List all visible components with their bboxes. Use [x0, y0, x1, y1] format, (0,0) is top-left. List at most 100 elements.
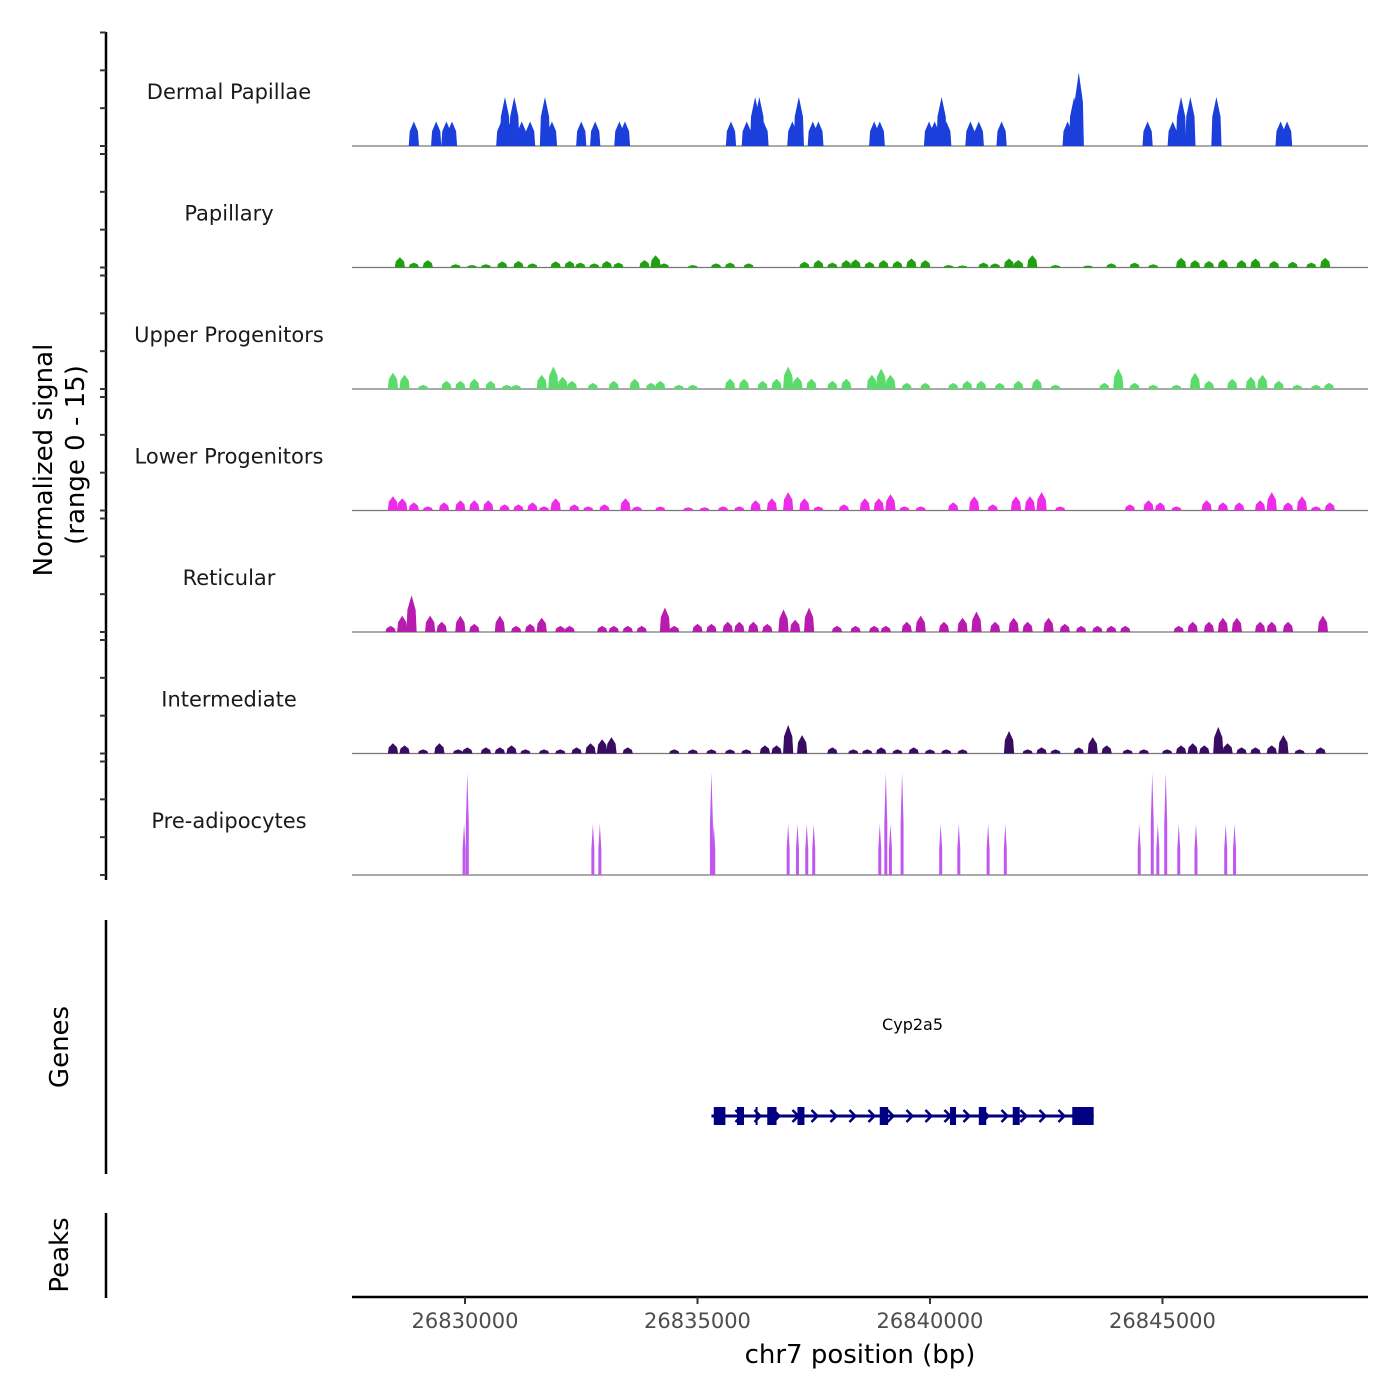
track-label: Dermal Papillae — [147, 80, 311, 104]
signal-peak — [536, 617, 547, 632]
signal-peak — [864, 261, 875, 268]
signal-peak — [874, 121, 885, 146]
signal-peak — [548, 366, 559, 389]
track-reticular: Reticular — [183, 566, 1368, 633]
signal-peak — [462, 747, 473, 754]
signal-peak — [1177, 823, 1181, 875]
x-tick-label: 26835000 — [644, 1309, 751, 1333]
gene-exon — [755, 1107, 758, 1125]
signal-peak — [941, 121, 952, 146]
signal-peak — [1148, 384, 1159, 389]
signal-peak — [1189, 372, 1201, 389]
signal-peak — [639, 260, 650, 268]
signal-peak — [506, 745, 517, 754]
signal-peak — [1236, 260, 1247, 268]
signal-peak — [962, 380, 973, 389]
signal-peak — [497, 261, 508, 268]
signal-peak — [1282, 502, 1294, 511]
signal-peak — [848, 749, 859, 754]
signal-peak — [499, 504, 510, 511]
signal-peak — [750, 500, 761, 511]
signal-peak — [987, 504, 998, 511]
signal-peak — [920, 382, 931, 389]
signal-peak — [783, 724, 794, 754]
strand-arrow-icon — [829, 1109, 839, 1123]
signal-peak — [397, 615, 408, 632]
signal-peak — [397, 498, 408, 511]
signal-peak — [524, 623, 536, 632]
gene-track: Cyp2a5 — [711, 1015, 1094, 1125]
signal-peak — [880, 625, 891, 632]
signal-peak — [1281, 121, 1293, 146]
signal-peak — [1173, 625, 1184, 632]
signal-peak — [583, 506, 594, 511]
signal-peak — [1138, 749, 1149, 754]
signal-tracks: Dermal Papillae Papillary Upper Progenitor… — [134, 72, 1368, 876]
signal-peak — [831, 625, 843, 632]
strand-arrow-icon — [886, 1109, 896, 1123]
signal-peak — [1211, 96, 1222, 146]
track-upper-progenitors: Upper Progenitors — [134, 323, 1368, 390]
signal-peak — [601, 260, 612, 268]
signal-peak — [550, 498, 561, 511]
signal-peak — [669, 749, 680, 754]
track-label: Pre-adipocytes — [151, 809, 306, 833]
signal-peak — [1310, 384, 1322, 389]
signal-peak — [557, 376, 568, 389]
signal-peak — [511, 625, 522, 632]
signal-peak — [1043, 617, 1054, 632]
signal-peak — [408, 262, 419, 268]
signal-peak — [620, 498, 631, 511]
signal-peak — [1073, 747, 1084, 754]
signal-peak — [555, 625, 566, 632]
signal-peak — [1175, 96, 1187, 146]
signal-peak — [1167, 121, 1178, 146]
gene-label: Cyp2a5 — [882, 1015, 943, 1034]
signal-peak — [1010, 496, 1022, 511]
signal-peak — [908, 747, 919, 754]
signal-peak — [783, 366, 794, 389]
gene-exon — [879, 1107, 889, 1125]
signal-peak — [597, 625, 608, 632]
signal-peak — [513, 504, 524, 511]
signal-peak — [1137, 823, 1141, 875]
signal-peak — [434, 743, 445, 754]
signal-peak — [738, 378, 750, 389]
signal-peak — [771, 378, 782, 389]
signal-peak — [827, 747, 838, 754]
signal-peak — [899, 506, 910, 511]
gene-exon — [797, 1107, 805, 1125]
x-axis-ticks: 26830000 26835000 26840000 26845000 — [412, 1297, 1216, 1333]
signal-peak — [827, 262, 838, 268]
strand-arrow-icon — [1019, 1109, 1029, 1123]
signal-peak — [813, 260, 824, 268]
signal-peak — [511, 384, 522, 389]
y-axis-title-line-1: Normalized signal — [29, 344, 59, 577]
signal-peak — [1013, 260, 1024, 268]
signal-peak — [1185, 96, 1196, 146]
signal-peak — [725, 121, 737, 146]
signal-peak — [509, 96, 520, 146]
signal-peak — [589, 263, 600, 268]
signal-peak — [538, 506, 550, 511]
signal-peak — [795, 823, 799, 875]
signal-peak — [812, 823, 816, 875]
signal-peak — [813, 506, 824, 511]
signal-peak — [1150, 772, 1154, 875]
signal-peak — [915, 615, 926, 632]
signal-peak — [480, 264, 492, 268]
signal-peak — [762, 623, 773, 632]
signal-peak — [710, 263, 722, 268]
signal-peak — [1233, 823, 1237, 875]
signal-peak — [1148, 264, 1159, 268]
signal-peak — [501, 384, 512, 389]
signal-peak — [692, 623, 703, 632]
signal-peak — [1055, 506, 1066, 511]
signal-peak — [806, 378, 817, 389]
signal-peak — [796, 735, 808, 754]
signal-peak — [783, 492, 794, 511]
track-label: Upper Progenitors — [134, 323, 324, 347]
signal-peak — [878, 823, 882, 875]
signal-peak — [513, 260, 524, 268]
strand-arrow-icon — [848, 1109, 858, 1123]
